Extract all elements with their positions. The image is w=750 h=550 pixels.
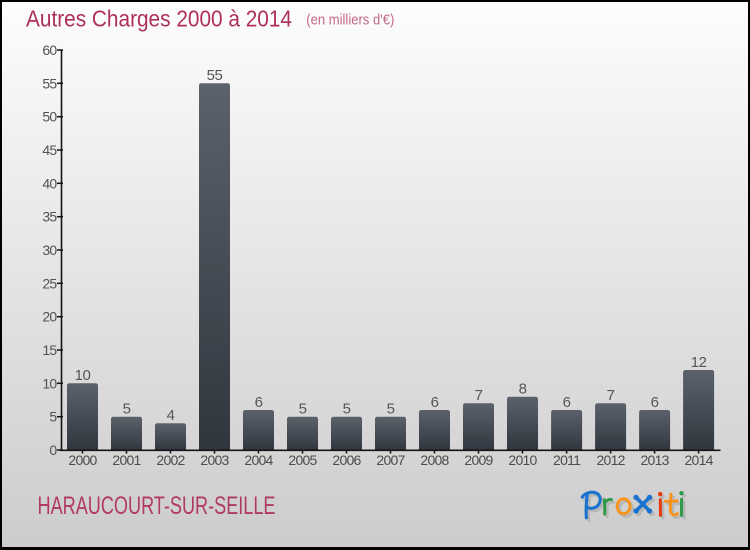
svg-text:2008: 2008 [420, 452, 449, 468]
svg-text:2003: 2003 [200, 452, 229, 468]
svg-text:55: 55 [42, 75, 57, 91]
svg-text:HARAUCOURT-SUR-SEILLE: HARAUCOURT-SUR-SEILLE [38, 492, 276, 520]
svg-text:7: 7 [607, 387, 615, 404]
svg-text:6: 6 [255, 394, 263, 411]
svg-text:2006: 2006 [332, 452, 361, 468]
svg-text:10: 10 [42, 375, 57, 391]
svg-text:6: 6 [651, 394, 659, 411]
svg-text:(en milliers d'€): (en milliers d'€) [306, 12, 394, 29]
svg-text:5: 5 [387, 401, 395, 418]
svg-text:12: 12 [691, 354, 707, 371]
svg-text:15: 15 [42, 342, 57, 358]
svg-text:2000: 2000 [68, 452, 97, 468]
svg-text:45: 45 [42, 142, 57, 158]
svg-text:2014: 2014 [685, 452, 714, 468]
svg-text:2004: 2004 [244, 452, 273, 468]
svg-text:2002: 2002 [156, 452, 185, 468]
svg-text:2012: 2012 [597, 452, 626, 468]
svg-text:6: 6 [563, 394, 571, 411]
svg-text:2011: 2011 [553, 452, 581, 468]
svg-text:2013: 2013 [641, 452, 670, 468]
svg-text:7: 7 [475, 387, 483, 404]
svg-text:6: 6 [431, 394, 439, 411]
svg-text:20: 20 [42, 309, 57, 325]
svg-text:50: 50 [42, 109, 57, 125]
svg-text:55: 55 [207, 67, 223, 84]
svg-text:2005: 2005 [288, 452, 317, 468]
svg-text:35: 35 [42, 209, 57, 225]
svg-text:5: 5 [343, 401, 351, 418]
svg-text:2007: 2007 [376, 452, 405, 468]
svg-text:5: 5 [299, 401, 307, 418]
svg-text:2010: 2010 [508, 452, 537, 468]
svg-text:60: 60 [42, 42, 57, 58]
svg-text:0: 0 [49, 442, 57, 458]
svg-text:2001: 2001 [112, 452, 141, 468]
svg-text:5: 5 [123, 401, 131, 418]
svg-text:25: 25 [42, 275, 57, 291]
svg-text:4: 4 [167, 407, 175, 424]
svg-text:2009: 2009 [464, 452, 493, 468]
svg-text:5: 5 [49, 409, 57, 425]
svg-text:30: 30 [42, 242, 57, 258]
svg-text:Autres Charges 2000 à 2014: Autres Charges 2000 à 2014 [26, 6, 292, 32]
svg-text:40: 40 [42, 175, 57, 191]
svg-text:8: 8 [519, 381, 527, 398]
svg-text:10: 10 [75, 367, 91, 384]
